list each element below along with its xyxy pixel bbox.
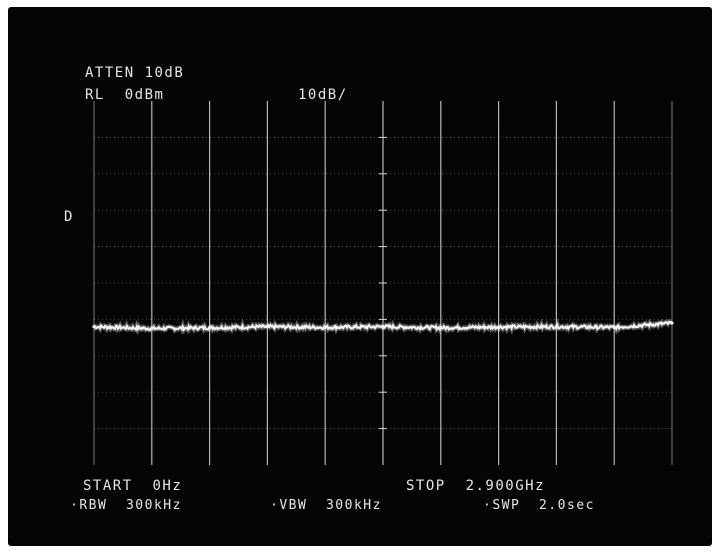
trace-point	[208, 326, 212, 330]
spectrum-display	[92, 101, 674, 465]
analyzer-screen: ATTEN 10dB RL 0dBm 10dB/ D START 0Hz STO…	[8, 7, 712, 546]
atten-readout: ATTEN 10dB	[85, 65, 185, 81]
trace-point	[497, 325, 501, 329]
start-frequency: START 0Hz	[83, 478, 183, 494]
trace-point	[92, 325, 96, 329]
ref-level-readout: RL 0dBm	[85, 87, 165, 103]
trace-point	[150, 326, 154, 331]
stop-frequency: STOP 2.900GHz	[406, 478, 546, 494]
sweep-time-readout: ·SWP 2.0sec	[483, 498, 595, 513]
trace-point	[323, 325, 327, 330]
marker-indicator: D	[64, 209, 74, 225]
trace-point	[670, 321, 674, 325]
trace-point	[612, 325, 616, 330]
trace-point	[265, 325, 269, 329]
graticule-grid	[93, 101, 673, 465]
vbw-readout: ·VBW 300kHz	[270, 498, 382, 513]
scale-readout: 10dB/	[298, 87, 348, 103]
trace-point	[554, 325, 559, 329]
rbw-readout: ·RBW 300kHz	[70, 498, 182, 513]
trace-layer	[92, 317, 674, 336]
trace-point	[381, 325, 385, 329]
trace-point	[439, 326, 443, 330]
